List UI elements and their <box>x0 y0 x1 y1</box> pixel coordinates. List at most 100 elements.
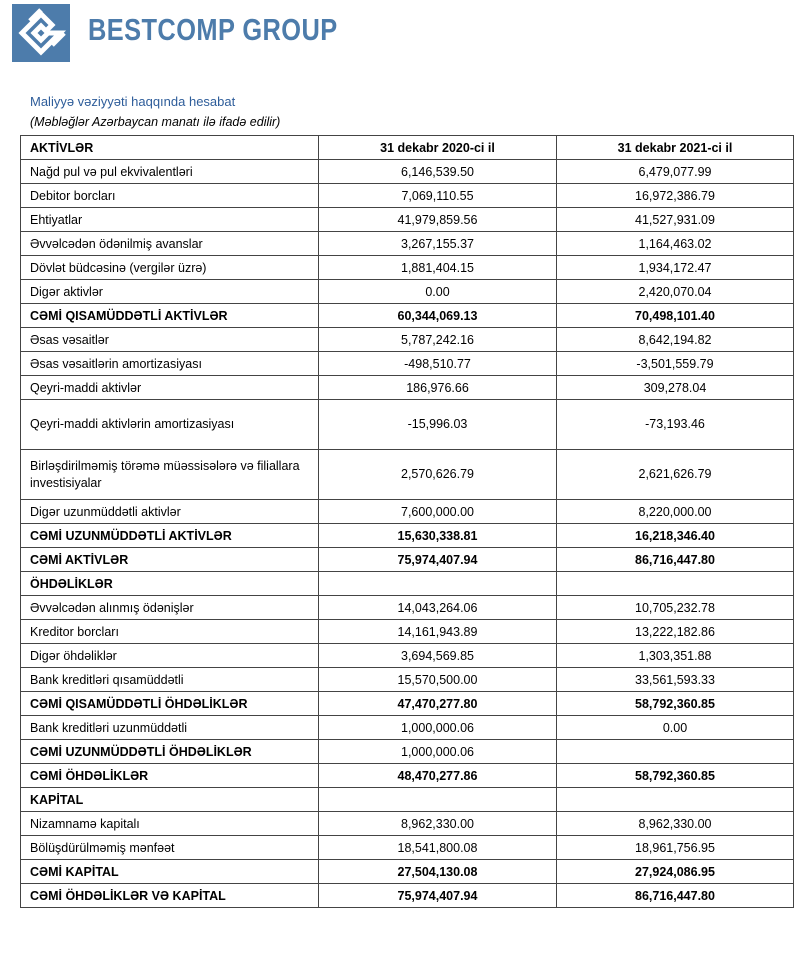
label-cell: CƏMİ UZUNMÜDDƏTLİ AKTİVLƏR <box>20 523 319 548</box>
value-cell: 33,561,593.33 <box>556 667 794 692</box>
label-cell: Əvvəlcədən ödənilmiş avanslar <box>20 231 319 256</box>
value-cell: 58,792,360.85 <box>556 763 794 788</box>
value-cell: 8,962,330.00 <box>318 811 557 836</box>
label-cell: KAPİTAL <box>20 787 319 812</box>
value-cell: 41,527,931.09 <box>556 207 794 232</box>
table-row: CƏMİ ÖHDƏLİKLƏR VƏ KAPİTAL 75,974,407.94 8… <box>20 883 794 908</box>
value-cell <box>556 787 794 812</box>
balance-table: AKTİVLƏR 31 dekabr 2020-ci il 31 dekabr 20… <box>20 135 794 908</box>
value-cell: -73,193.46 <box>556 399 794 450</box>
table-row: Əsas vəsaitlər 5,787,242.16 8,642,194.82 <box>20 327 794 352</box>
value-cell: 75,974,407.94 <box>318 883 557 908</box>
label-cell: Əsas vəsaitlərin amortizasiyası <box>20 351 319 376</box>
label-cell: Nizamnamə kapitalı <box>20 811 319 836</box>
table-row: CƏMİ ÖHDƏLİKLƏR 48,470,277.86 58,792,360.8… <box>20 763 794 788</box>
value-cell: 8,220,000.00 <box>556 499 794 524</box>
label-cell: CƏMİ UZUNMÜDDƏTLİ ÖHDƏLİKLƏR <box>20 739 319 764</box>
value-cell: 41,979,859.56 <box>318 207 557 232</box>
table-row: AKTİVLƏR 31 dekabr 2020-ci il 31 dekabr 20… <box>20 135 794 160</box>
label-cell: CƏMİ AKTİVLƏR <box>20 547 319 572</box>
value-cell: 70,498,101.40 <box>556 303 794 328</box>
label-cell: CƏMİ ÖHDƏLİKLƏR VƏ KAPİTAL <box>20 883 319 908</box>
label-cell: Dövlət büdcəsinə (vergilər üzrə) <box>20 255 319 280</box>
value-cell: 309,278.04 <box>556 375 794 400</box>
value-cell: 86,716,447.80 <box>556 547 794 572</box>
table-row: Nizamnamə kapitalı 8,962,330.00 8,962,330.… <box>20 811 794 836</box>
value-cell: 2,621,626.79 <box>556 449 794 500</box>
table-row: Bölüşdürülməmiş mənfəət 18,541,800.08 18,9… <box>20 835 794 860</box>
label-cell: CƏMİ ÖHDƏLİKLƏR <box>20 763 319 788</box>
label-cell: Bank kreditləri uzunmüddətli <box>20 715 319 740</box>
label-cell: Bölüşdürülməmiş mənfəət <box>20 835 319 860</box>
table-row: Kreditor borcları 14,161,943.89 13,222,182… <box>20 619 794 644</box>
table-row: CƏMİ QISAMÜDDƏTLİ ÖHDƏLİKLƏR 47,470,277.8… <box>20 691 794 716</box>
value-cell: 15,570,500.00 <box>318 667 557 692</box>
value-cell: 6,146,539.50 <box>318 159 557 184</box>
value-cell: 15,630,338.81 <box>318 523 557 548</box>
value-cell: 0.00 <box>318 279 557 304</box>
value-cell: 0.00 <box>556 715 794 740</box>
label-cell: Əvvəlcədən alınmış ödənişlər <box>20 595 319 620</box>
value-cell: 8,962,330.00 <box>556 811 794 836</box>
value-cell: 31 dekabr 2020-ci il <box>318 135 557 160</box>
value-cell: 1,881,404.15 <box>318 255 557 280</box>
value-cell: 86,716,447.80 <box>556 883 794 908</box>
table-row: ÖHDƏLİKLƏR <box>20 571 794 596</box>
table-row: KAPİTAL <box>20 787 794 812</box>
label-cell: Bank kreditləri qısamüddətli <box>20 667 319 692</box>
value-cell: 58,792,360.85 <box>556 691 794 716</box>
table-row: Əvvəlcədən ödənilmiş avanslar 3,267,155.3… <box>20 231 794 256</box>
value-cell: 47,470,277.80 <box>318 691 557 716</box>
value-cell: 27,504,130.08 <box>318 859 557 884</box>
value-cell <box>318 787 557 812</box>
table-row: Bank kreditləri uzunmüddətli 1,000,000.06… <box>20 715 794 740</box>
table-row: Ehtiyatlar 41,979,859.56 41,527,931.09 <box>20 207 794 232</box>
table-row: Digər aktivlər 0.00 2,420,070.04 <box>20 279 794 304</box>
label-cell: Digər öhdəliklər <box>20 643 319 668</box>
brand: BESTCOMP GROUP <box>88 12 338 47</box>
table-row: Əvvəlcədən alınmış ödənişlər 14,043,264.0… <box>20 595 794 620</box>
label-cell: Kreditor borcları <box>20 619 319 644</box>
label-cell: Digər aktivlər <box>20 279 319 304</box>
value-cell: 8,642,194.82 <box>556 327 794 352</box>
table-row: Qeyri-maddi aktivlərin amortizasiyası -15… <box>20 399 794 450</box>
label-cell: Birləşdirilməmiş törəmə müəssisələrə və … <box>20 449 319 500</box>
label-cell: ÖHDƏLİKLƏR <box>20 571 319 596</box>
value-cell: 75,974,407.94 <box>318 547 557 572</box>
table-row: Bank kreditləri qısamüddətli 15,570,500.0… <box>20 667 794 692</box>
value-cell: 5,787,242.16 <box>318 327 557 352</box>
value-cell: 3,267,155.37 <box>318 231 557 256</box>
value-cell: 60,344,069.13 <box>318 303 557 328</box>
label-cell: Nağd pul və pul ekvivalentləri <box>20 159 319 184</box>
value-cell <box>556 571 794 596</box>
value-cell: -3,501,559.79 <box>556 351 794 376</box>
value-cell: 6,479,077.99 <box>556 159 794 184</box>
label-cell: CƏMİ QISAMÜDDƏTLİ AKTİVLƏR <box>20 303 319 328</box>
label-cell: Digər uzunmüddətli aktivlər <box>20 499 319 524</box>
value-cell: 18,541,800.08 <box>318 835 557 860</box>
value-cell: -498,510.77 <box>318 351 557 376</box>
value-cell: 1,164,463.02 <box>556 231 794 256</box>
value-cell: 1,000,000.06 <box>318 739 557 764</box>
label-cell: Əsas vəsaitlər <box>20 327 319 352</box>
label-cell: CƏMİ KAPİTAL <box>20 859 319 884</box>
table-row: CƏMİ UZUNMÜDDƏTLİ AKTİVLƏR 15,630,338.81 1… <box>20 523 794 548</box>
table-row: Debitor borcları 7,069,110.55 16,972,386.7… <box>20 183 794 208</box>
value-cell: 27,924,086.95 <box>556 859 794 884</box>
table-row: Digər uzunmüddətli aktivlər 7,600,000.00 8… <box>20 499 794 524</box>
value-cell: 2,420,070.04 <box>556 279 794 304</box>
value-cell: 31 dekabr 2021-ci il <box>556 135 794 160</box>
value-cell: 13,222,182.86 <box>556 619 794 644</box>
report-title: Maliyyə vəziyyəti haqqında hesabat <box>30 94 236 109</box>
table-row: CƏMİ UZUNMÜDDƏTLİ ÖHDƏLİKLƏR 1,000,000.06 <box>20 739 794 764</box>
value-cell: 18,961,756.95 <box>556 835 794 860</box>
label-cell: CƏMİ QISAMÜDDƏTLİ ÖHDƏLİKLƏR <box>20 691 319 716</box>
label-cell: Debitor borcları <box>20 183 319 208</box>
value-cell: 14,161,943.89 <box>318 619 557 644</box>
value-cell: 7,069,110.55 <box>318 183 557 208</box>
value-cell: 1,934,172.47 <box>556 255 794 280</box>
value-cell <box>318 571 557 596</box>
value-cell: 2,570,626.79 <box>318 449 557 500</box>
value-cell: -15,996.03 <box>318 399 557 450</box>
